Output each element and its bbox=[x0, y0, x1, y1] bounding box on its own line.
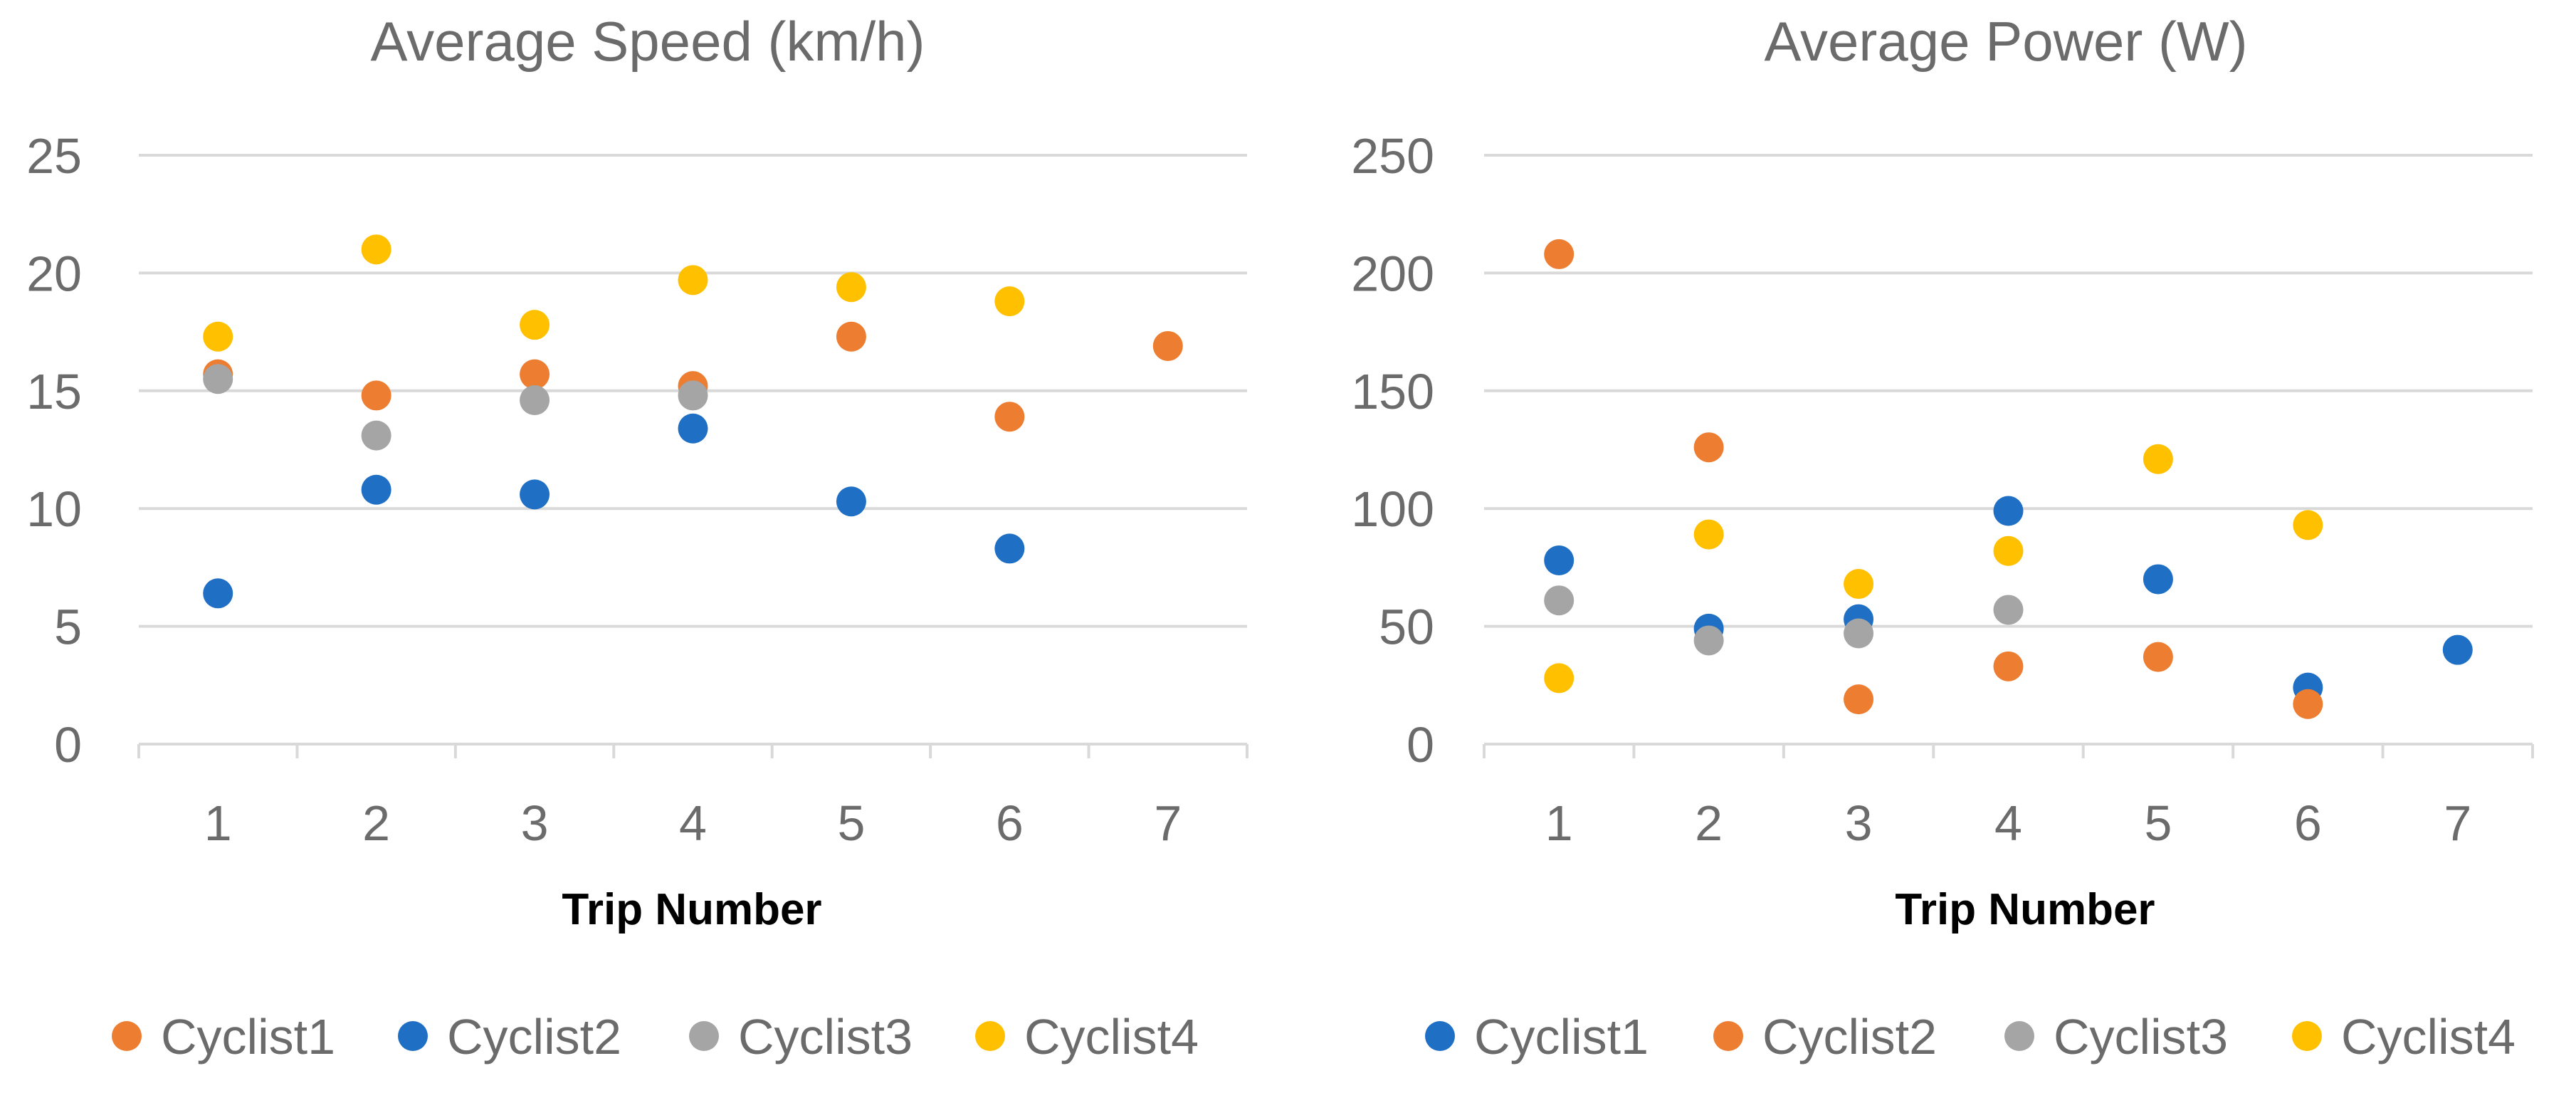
data-point-cyclist1 bbox=[520, 359, 550, 389]
data-point-cyclist4 bbox=[994, 286, 1025, 317]
x-tick-label: 7 bbox=[2444, 795, 2471, 851]
y-tick-label: 0 bbox=[54, 717, 82, 773]
legend-label: Cyclist3 bbox=[738, 1009, 913, 1065]
data-point-cyclist1 bbox=[1544, 545, 1574, 575]
x-axis-label: Trip Number bbox=[1895, 885, 2155, 934]
x-tick-label: 2 bbox=[1695, 795, 1723, 851]
y-tick-label: 25 bbox=[26, 128, 82, 184]
legend-marker bbox=[2292, 1021, 2322, 1051]
x-tick-label: 1 bbox=[204, 795, 232, 851]
legend-label: Cyclist1 bbox=[1474, 1009, 1649, 1065]
data-point-cyclist2 bbox=[836, 486, 866, 517]
y-tick-label: 100 bbox=[1351, 481, 1434, 537]
legend-label: Cyclist2 bbox=[1762, 1009, 1937, 1065]
legend-label: Cyclist3 bbox=[2054, 1009, 2228, 1065]
data-point-cyclist4 bbox=[2293, 510, 2323, 540]
data-point-cyclist2 bbox=[2293, 689, 2323, 719]
legend-label: Cyclist4 bbox=[1024, 1009, 1199, 1065]
data-point-cyclist3 bbox=[1544, 585, 1574, 616]
data-point-cyclist4 bbox=[1993, 535, 2024, 566]
x-tick-label: 1 bbox=[1545, 795, 1573, 851]
data-point-cyclist4 bbox=[1693, 519, 1724, 550]
data-point-cyclist1 bbox=[1993, 496, 2024, 526]
x-tick-label: 6 bbox=[996, 795, 1024, 851]
power-chart: Average Power (W) 0 50 100 150 200 250 1 2 3 4 5 6 7 T… bbox=[1351, 10, 2534, 1065]
legend-marker bbox=[112, 1021, 142, 1051]
data-point-cyclist3 bbox=[520, 385, 550, 416]
data-point-cyclist3 bbox=[1844, 618, 1874, 649]
data-point-cyclist4 bbox=[520, 310, 550, 340]
y-tick-label: 0 bbox=[1407, 717, 1434, 773]
data-point-cyclist4 bbox=[2143, 444, 2173, 474]
chart-title: Average Speed (km/h) bbox=[371, 10, 925, 73]
data-point-cyclist2 bbox=[361, 474, 391, 505]
x-tick-label: 7 bbox=[1154, 795, 1182, 851]
legend-marker bbox=[1713, 1021, 1743, 1051]
data-point-cyclist3 bbox=[1993, 595, 2024, 625]
x-tick-label: 3 bbox=[1845, 795, 1873, 851]
y-tick-label: 250 bbox=[1351, 128, 1434, 184]
data-point-cyclist2 bbox=[1844, 684, 1874, 715]
data-point-cyclist1 bbox=[994, 402, 1025, 432]
y-tick-label: 50 bbox=[1379, 600, 1434, 655]
chart-title: Average Power (W) bbox=[1764, 10, 2247, 73]
legend-marker bbox=[689, 1021, 719, 1051]
x-tick-label: 3 bbox=[521, 795, 549, 851]
x-axis-label: Trip Number bbox=[562, 885, 821, 934]
data-point-cyclist4 bbox=[836, 272, 866, 303]
data-point-cyclist2 bbox=[203, 578, 233, 609]
x-tick-label: 6 bbox=[2294, 795, 2322, 851]
data-point-cyclist3 bbox=[678, 380, 708, 411]
data-point-cyclist4 bbox=[678, 265, 708, 296]
data-point-cyclist2 bbox=[520, 479, 550, 510]
y-tick-label: 15 bbox=[26, 364, 82, 419]
y-tick-label: 200 bbox=[1351, 246, 1434, 301]
legend-marker bbox=[975, 1021, 1005, 1051]
y-tick-label: 5 bbox=[54, 600, 82, 655]
legend-marker bbox=[398, 1021, 428, 1051]
y-tick-label: 150 bbox=[1351, 364, 1434, 419]
legend-marker bbox=[1425, 1021, 1455, 1051]
x-tick-label: 5 bbox=[2144, 795, 2172, 851]
data-point-cyclist3 bbox=[361, 420, 391, 451]
legend-label: Cyclist4 bbox=[2341, 1009, 2515, 1065]
legend-label: Cyclist2 bbox=[447, 1009, 621, 1065]
data-point-cyclist1 bbox=[836, 321, 866, 352]
data-point-cyclist1 bbox=[2143, 564, 2173, 595]
data-point-cyclist2 bbox=[1993, 651, 2024, 681]
y-tick-label: 20 bbox=[26, 246, 82, 301]
data-point-cyclist3 bbox=[203, 364, 233, 394]
x-tick-label: 2 bbox=[362, 795, 390, 851]
data-point-cyclist2 bbox=[1544, 239, 1574, 269]
data-point-cyclist3 bbox=[1693, 625, 1724, 656]
data-point-cyclist1 bbox=[1152, 330, 1183, 361]
x-tick-label: 4 bbox=[1994, 795, 2022, 851]
x-tick-label: 5 bbox=[837, 795, 865, 851]
data-point-cyclist4 bbox=[1844, 569, 1874, 600]
data-point-cyclist2 bbox=[1693, 432, 1724, 463]
data-point-cyclist2 bbox=[2143, 642, 2173, 672]
data-point-cyclist1 bbox=[361, 380, 391, 411]
data-point-cyclist4 bbox=[361, 234, 391, 265]
legend-label: Cyclist1 bbox=[161, 1009, 335, 1065]
legend-marker bbox=[2004, 1021, 2034, 1051]
data-point-cyclist2 bbox=[678, 413, 708, 444]
data-point-cyclist2 bbox=[994, 533, 1025, 564]
data-point-cyclist4 bbox=[1544, 663, 1574, 694]
speed-chart: Average Speed (km/h) 0 5 10 15 20 25 1 2 3 4 5 6 7 Tri… bbox=[26, 10, 1248, 1065]
y-tick-label: 10 bbox=[26, 481, 82, 537]
data-point-cyclist1 bbox=[2442, 634, 2473, 665]
data-point-cyclist4 bbox=[203, 321, 233, 352]
x-tick-label: 4 bbox=[679, 795, 707, 851]
